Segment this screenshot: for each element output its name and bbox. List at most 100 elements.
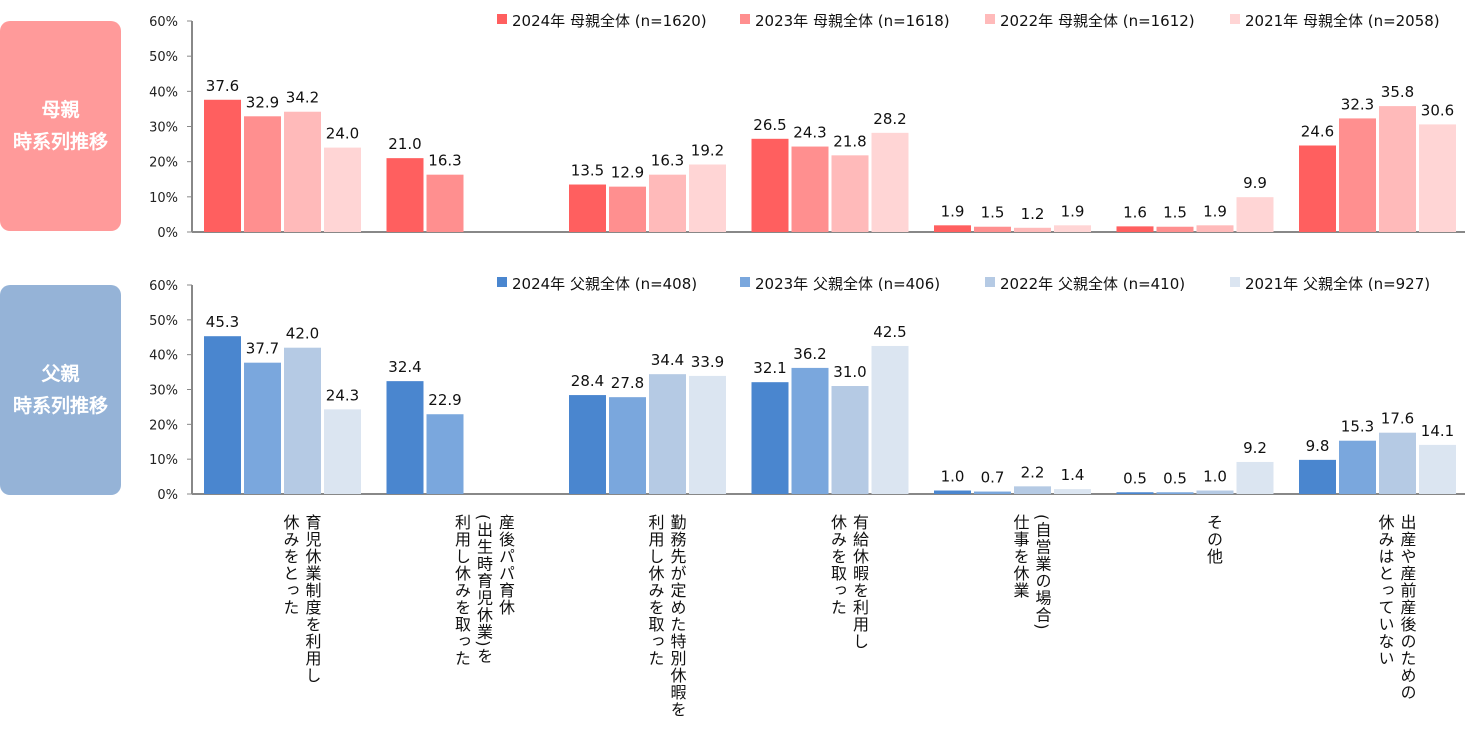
mother-y-tick-label: 0% [157, 226, 178, 241]
mother-bar [1419, 124, 1456, 232]
mother-bar [649, 174, 686, 232]
father-data-label: 28.4 [571, 372, 604, 390]
mother-bar [1379, 106, 1416, 232]
father-data-label: 1.0 [1203, 468, 1227, 486]
mother-bar [609, 186, 646, 232]
father-y-tick-label: 50% [149, 314, 178, 329]
father-data-label: 31.0 [833, 363, 866, 381]
mother-legend-label: 2023年 母親全体 (n=1618) [755, 12, 950, 30]
father-data-label: 2.2 [1021, 463, 1045, 481]
category-label-line: 有給休暇を利用し [850, 514, 869, 650]
father-data-label: 15.3 [1341, 418, 1374, 436]
father-bar [284, 347, 321, 494]
mother-legend-swatch [740, 14, 750, 24]
father-label-line2: 時系列推移 [12, 395, 108, 417]
category-label-line: (出生時育児休業)を [474, 514, 493, 665]
mother-data-label: 1.2 [1021, 205, 1045, 223]
category-label-line: 利用し休みを取った [452, 514, 471, 667]
father-legend-label: 2024年 父親全体 (n=408) [512, 275, 697, 293]
mother-bar [569, 184, 606, 232]
mother-data-label: 24.6 [1301, 122, 1334, 140]
mother-data-label: 16.3 [428, 152, 461, 170]
father-data-label: 14.1 [1421, 422, 1454, 440]
mother-label-line2: 時系列推移 [12, 131, 108, 153]
mother-legend-label: 2021年 母親全体 (n=2058) [1245, 12, 1440, 30]
mother-bar [1116, 226, 1154, 232]
mother-data-label: 21.8 [833, 132, 866, 150]
mother-y-tick-label: 10% [149, 191, 178, 206]
mother-bar [871, 132, 909, 232]
category-label: 産後パパ育休 (出生時育児休業)を 利用し休みを取った [450, 514, 516, 667]
mother-data-label: 32.3 [1341, 95, 1374, 113]
father-data-label: 45.3 [206, 313, 239, 331]
father-data-label: 34.4 [651, 351, 684, 369]
mother-legend-swatch [1230, 14, 1240, 24]
father-data-label: 27.8 [611, 374, 644, 392]
father-y-tick-label: 60% [149, 279, 178, 294]
category-label: 出産や産前産後のための 休みはとっていない [1374, 514, 1418, 701]
mother-bar [689, 164, 726, 232]
category-label-line: 出産や産前産後のための [1397, 514, 1417, 701]
mother-bar [1236, 197, 1274, 232]
mother-timeseries-label: 母親 時系列推移 [0, 21, 121, 231]
father-bar [1379, 432, 1416, 494]
mother-bar [204, 99, 241, 232]
father-legend-swatch [497, 277, 507, 287]
mother-y-tick-label: 50% [149, 50, 178, 65]
mother-data-label: 1.5 [1163, 204, 1187, 222]
father-data-label: 42.0 [286, 325, 319, 343]
father-bar [1054, 489, 1091, 494]
mother-legend-label: 2024年 母親全体 (n=1620) [512, 12, 707, 30]
father-bar [689, 375, 726, 494]
father-bar [386, 381, 424, 494]
mother-bar [1014, 227, 1051, 232]
mother-data-label: 1.6 [1123, 203, 1147, 221]
father-bar [974, 491, 1011, 494]
mother-data-label: 37.6 [206, 77, 239, 95]
father-data-label: 42.5 [873, 323, 906, 341]
father-legend-swatch [985, 277, 995, 287]
father-data-label: 9.2 [1243, 439, 1267, 457]
mother-bar [751, 138, 789, 232]
father-bar [1156, 492, 1194, 494]
father-bar [324, 409, 361, 494]
mother-bar [934, 225, 971, 232]
father-bar [569, 395, 606, 494]
father-legend-label: 2021年 父親全体 (n=927) [1245, 275, 1430, 293]
father-data-label: 9.8 [1306, 437, 1330, 455]
mother-data-label: 13.5 [571, 162, 604, 180]
father-data-label: 33.9 [691, 353, 724, 371]
father-y-tick-label: 30% [149, 384, 178, 399]
mother-bar [1054, 225, 1091, 232]
category-label-line: 勤務先が定めた特別休暇を [667, 514, 687, 718]
mother-bar [284, 111, 321, 232]
category-label: (自営業の場合) 仕事を休業 [1009, 514, 1053, 630]
category-label-line: 仕事を休業 [1010, 514, 1030, 599]
mother-legend-swatch [497, 14, 507, 24]
category-label-line: 休みを取った [828, 514, 847, 616]
father-bar [649, 374, 686, 494]
father-bar [934, 490, 971, 494]
category-label: 育児休業制度を利用し 休みをとった [279, 514, 323, 684]
mother-y-tick-label: 20% [149, 156, 178, 171]
mother-data-label: 19.2 [691, 141, 724, 159]
mother-data-label: 35.8 [1381, 83, 1414, 101]
mother-y-tick-label: 30% [149, 121, 178, 136]
mother-bar [974, 226, 1011, 232]
father-data-label: 32.1 [753, 359, 786, 377]
father-data-label: 0.5 [1163, 469, 1187, 487]
mother-y-tick-label: 40% [149, 85, 178, 100]
father-bar [791, 367, 829, 494]
father-data-label: 0.5 [1123, 469, 1147, 487]
father-data-label: 1.0 [941, 468, 965, 486]
mother-data-label: 1.9 [941, 202, 965, 220]
father-data-label: 36.2 [793, 345, 826, 363]
mother-bar [386, 158, 424, 232]
father-legend-label: 2022年 父親全体 (n=410) [1000, 275, 1185, 293]
category-label: 有給休暇を利用し 休みを取った [826, 514, 870, 650]
category-label-line: 育児休業制度を利用し [302, 514, 322, 684]
mother-data-label: 12.9 [611, 164, 644, 182]
mother-bar [426, 174, 464, 232]
category-label-line: (自営業の場合) [1032, 514, 1052, 631]
